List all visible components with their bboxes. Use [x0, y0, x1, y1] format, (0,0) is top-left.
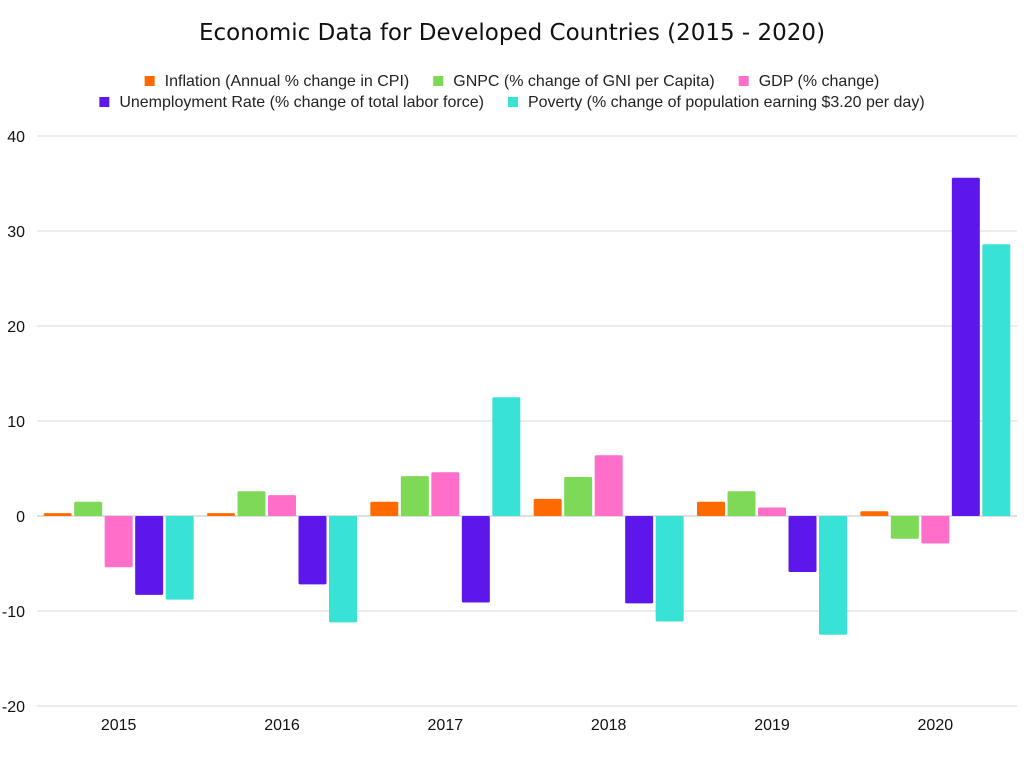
legend-label: Unemployment Rate (% change of total lab… [119, 94, 484, 111]
bar-2020-series-0 [860, 511, 889, 516]
bar-2019-series-3 [788, 516, 817, 573]
bar-2019-series-0 [697, 501, 725, 516]
bar-2020-series-1 [890, 516, 919, 539]
legend-item: Unemployment Rate (% change of total lab… [99, 94, 484, 111]
bar-2016-series-0 [207, 513, 235, 516]
bar-2018-series-2 [594, 455, 623, 516]
legend-swatch [507, 97, 518, 107]
bar-2015-series-1 [74, 501, 103, 516]
bar-2020-series-4 [982, 244, 1011, 517]
legend-swatch [738, 76, 749, 86]
bar-2015-series-2 [104, 516, 133, 568]
y-tick-label: 20 [7, 319, 25, 336]
x-tick-label: 2020 [918, 717, 954, 734]
legend-label: Poverty (% change of population earning … [528, 94, 925, 111]
bar-2015-series-4 [165, 516, 194, 600]
legend-item: Inflation (Annual % change in CPI) [144, 73, 410, 90]
y-tick-label: 30 [7, 224, 25, 241]
bar-2019-series-4 [819, 516, 847, 635]
y-tick-label: 40 [7, 129, 25, 146]
bar-2015-series-3 [135, 516, 164, 595]
x-tick-label: 2017 [428, 717, 464, 734]
y-tick-label: 0 [16, 509, 25, 526]
legend-swatch [99, 97, 110, 107]
x-axis: 2015 2016 2017 2018 2019 2020 [101, 717, 953, 734]
bar-2016-series-4 [329, 516, 357, 623]
bar-2018-series-1 [564, 477, 593, 516]
bar-2015-series-0 [43, 513, 72, 516]
legend-item: Poverty (% change of population earning … [507, 94, 925, 111]
legend-label: Inflation (Annual % change in CPI) [165, 73, 410, 90]
legend-item: GNPC (% change of GNI per Capita) [433, 73, 715, 90]
legend-swatch [433, 76, 444, 86]
legend: Inflation (Annual % change in CPI) GNPC (… [99, 73, 925, 111]
legend-swatch [144, 76, 155, 86]
y-tick-label: -20 [2, 699, 25, 716]
legend-label: GNPC (% change of GNI per Capita) [453, 73, 714, 90]
x-tick-label: 2015 [101, 717, 137, 734]
y-tick-label: -10 [2, 604, 25, 621]
bar-2020-series-3 [951, 177, 980, 517]
grid-lines [37, 135, 1017, 707]
bar-2018-series-4 [655, 516, 684, 622]
bar-2018-series-0 [533, 498, 562, 516]
bar-2019-series-1 [727, 491, 756, 516]
x-tick-label: 2016 [264, 717, 300, 734]
bar-2017-series-0 [370, 501, 399, 516]
y-axis: 40 30 20 10 0 -10 -20 [2, 129, 25, 716]
chart-title: Economic Data for Developed Countries (2… [199, 20, 825, 46]
bar-2017-series-1 [400, 476, 429, 516]
bar-2016-series-3 [298, 516, 327, 585]
bar-2017-series-4 [492, 397, 521, 516]
x-tick-label: 2018 [591, 717, 627, 734]
legend-item: GDP (% change) [738, 73, 880, 90]
y-tick-label: 10 [7, 414, 25, 431]
bar-2016-series-1 [237, 491, 266, 516]
bar-2017-series-2 [431, 472, 460, 516]
x-tick-label: 2019 [754, 717, 790, 734]
bar-2018-series-3 [625, 516, 654, 604]
bar-2019-series-2 [758, 507, 786, 516]
bar-2017-series-3 [461, 516, 490, 603]
legend-label: GDP (% change) [759, 73, 880, 90]
bars [43, 177, 1011, 635]
bar-2020-series-2 [921, 516, 950, 544]
bar-2016-series-2 [268, 495, 296, 516]
